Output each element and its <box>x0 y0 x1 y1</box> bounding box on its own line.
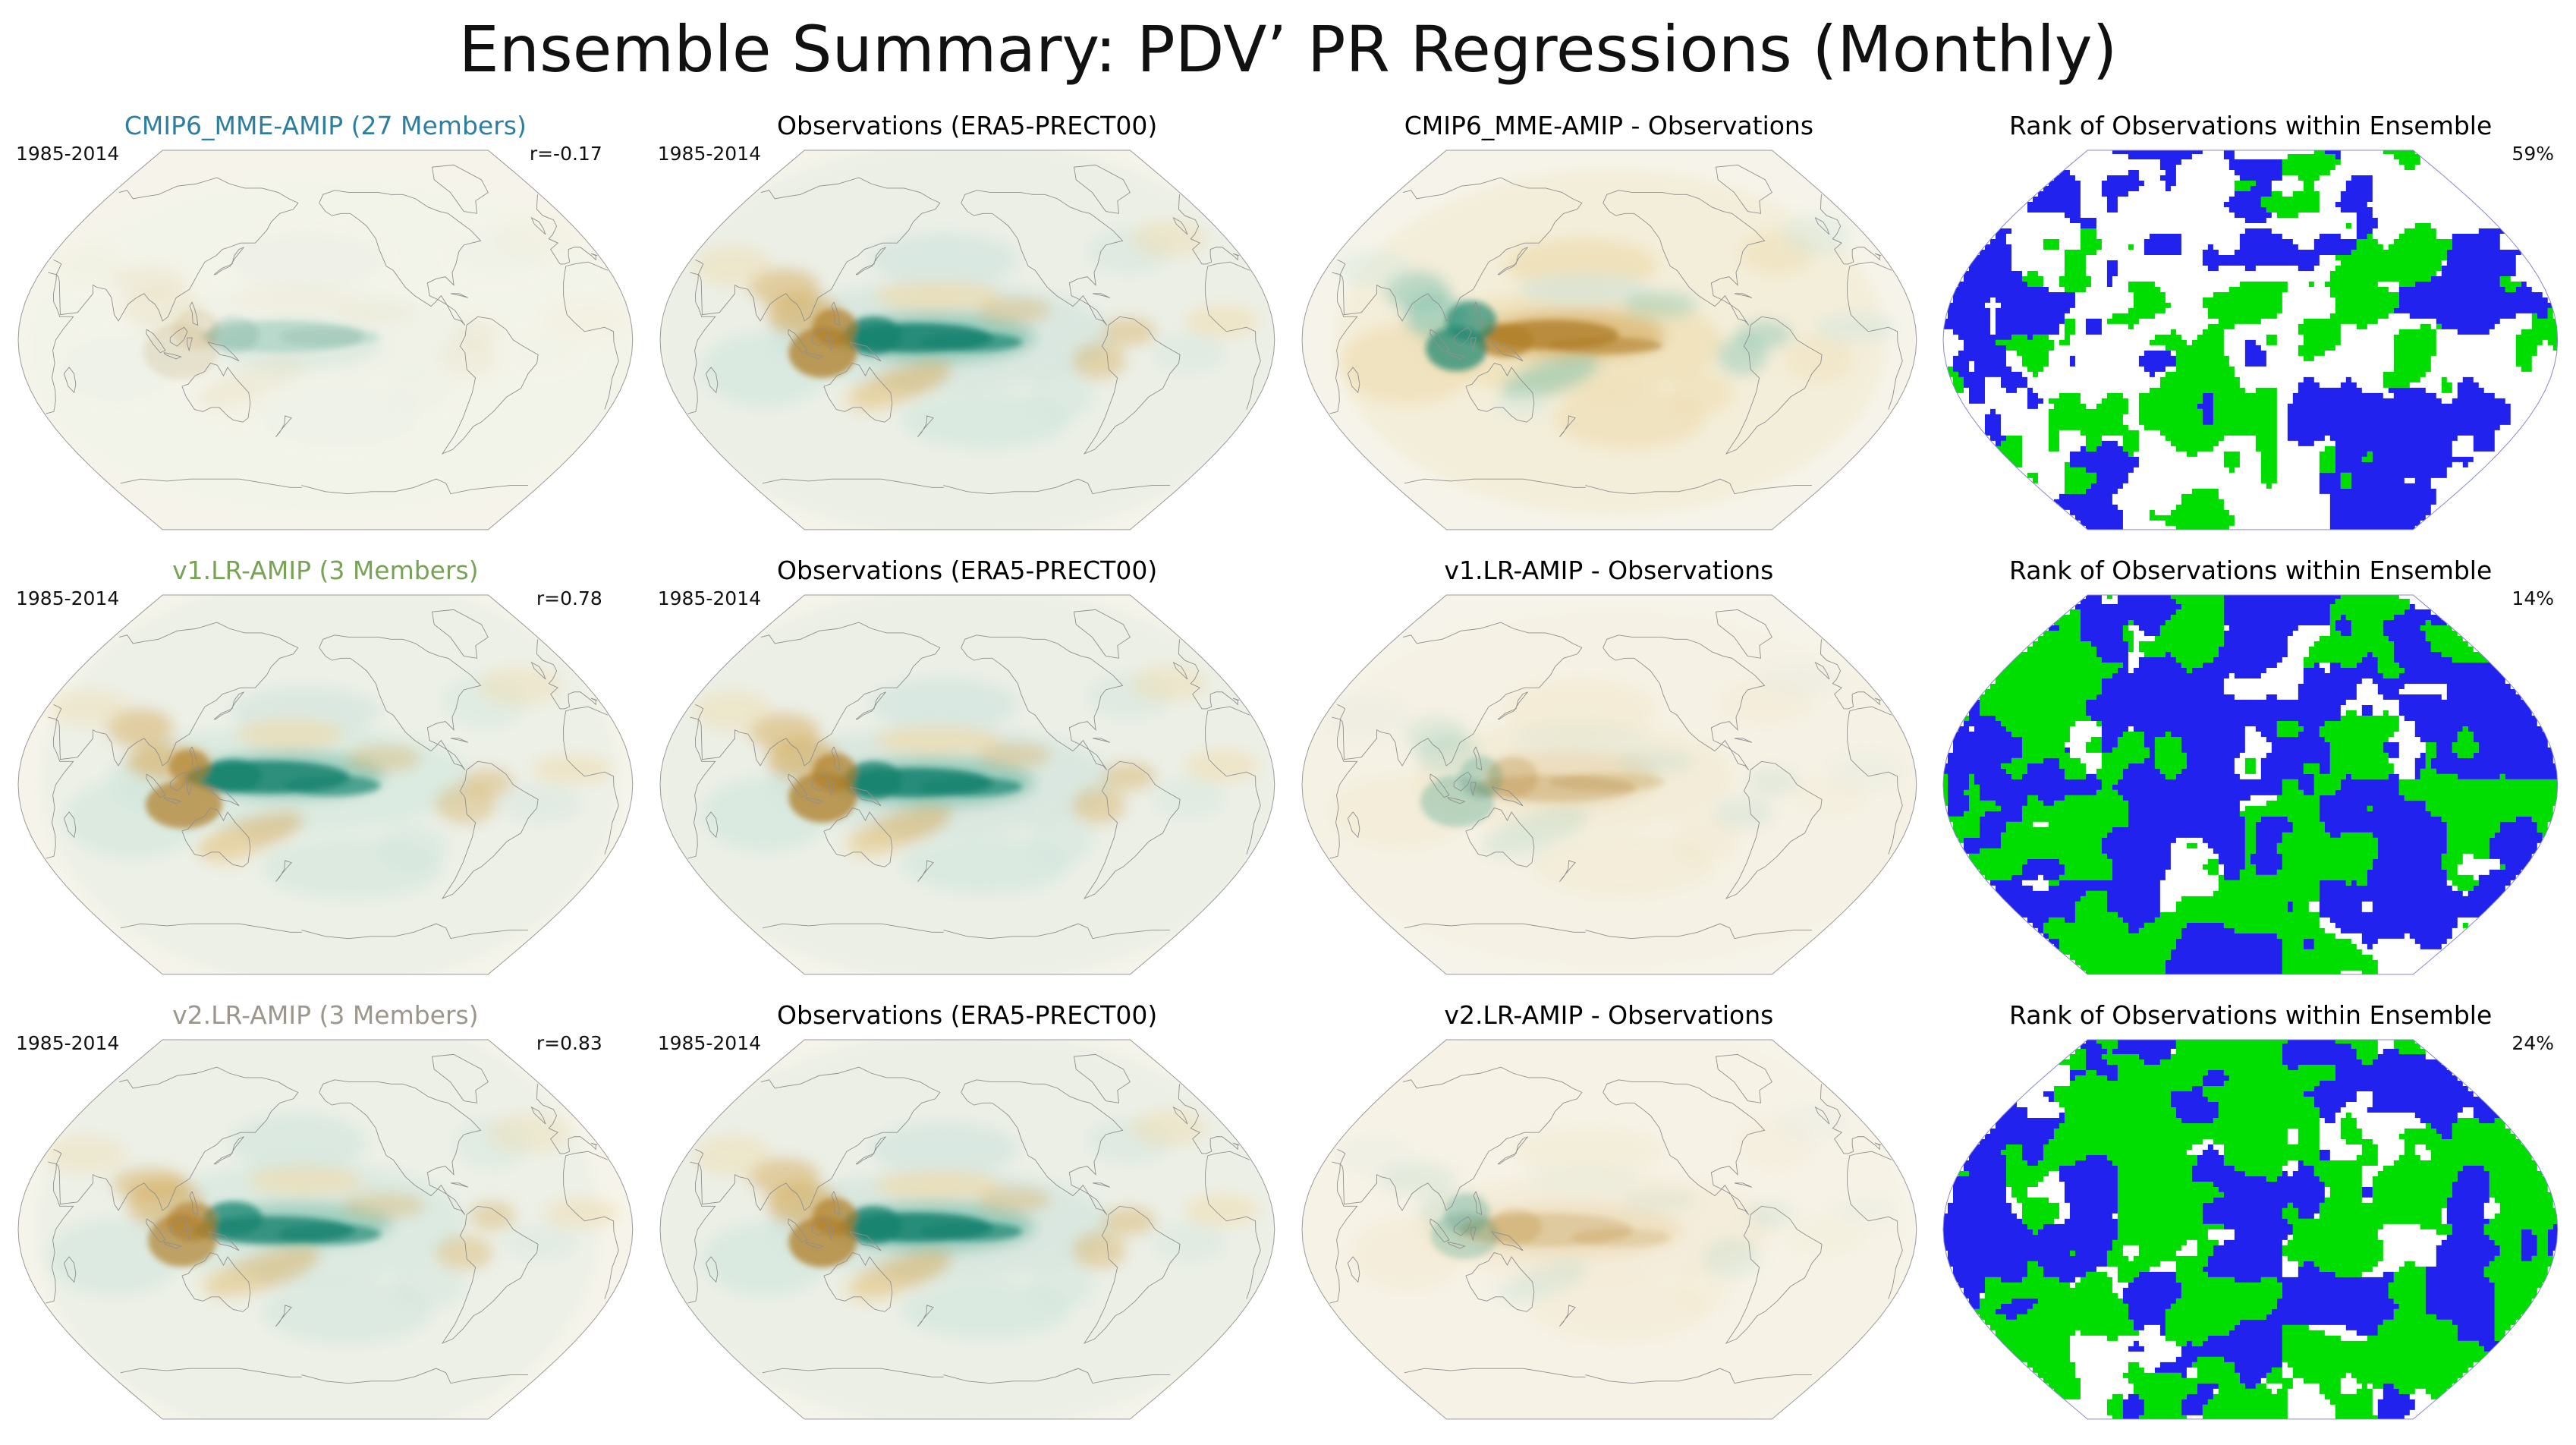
correlation-label: r=0.83 <box>536 1031 602 1054</box>
period-label: 1985-2014 <box>657 1031 762 1054</box>
panel-title: v1.LR-AMIP (3 Members) <box>172 555 479 585</box>
map-wrap: 1985-2014 r=0.78 <box>7 587 644 982</box>
period-label: 1985-2014 <box>16 1031 120 1054</box>
map-wrap: 1985-2014 r=-0.17 <box>7 143 644 537</box>
obs-map-row2 <box>659 594 1275 975</box>
period-label: 1985-2014 <box>657 587 762 609</box>
rank-map-row3 <box>1942 1039 2559 1420</box>
panel-title: v1.LR-AMIP - Observations <box>1444 555 1774 585</box>
panel-title: CMIP6_MME-AMIP (27 Members) <box>124 111 527 140</box>
map-wrap: 1985-2014 <box>649 587 1286 982</box>
panel-rank-row3: Rank of Observations within Ensemble 24% <box>1930 999 2571 1427</box>
rank-percent-label: 24% <box>2512 1031 2554 1054</box>
panel-obs-row3: Observations (ERA5-PRECT00) 1985-2014 <box>646 999 1288 1427</box>
diff-map-row1 <box>1301 150 1917 530</box>
panel-title: Rank of Observations within Ensemble <box>2008 555 2493 585</box>
panel-model-row2: v1.LR-AMIP (3 Members) 1985-2014 r=0.78 <box>5 554 646 982</box>
map-wrap: 59% <box>1932 143 2569 537</box>
model-map-row2 <box>17 594 634 975</box>
diff-map-row2 <box>1301 594 1917 975</box>
model-map-row3 <box>17 1039 634 1420</box>
panel-model-row1: CMIP6_MME-AMIP (27 Members) 1985-2014 r=… <box>5 109 646 537</box>
panel-title: Observations (ERA5-PRECT00) <box>777 1000 1158 1030</box>
rank-percent-label: 14% <box>2512 587 2554 609</box>
period-label: 1985-2014 <box>657 143 762 165</box>
panel-title: Observations (ERA5-PRECT00) <box>777 111 1158 140</box>
diff-map-row3 <box>1301 1039 1917 1420</box>
panel-title: Rank of Observations within Ensemble <box>2008 111 2493 140</box>
panel-rank-row1: Rank of Observations within Ensemble 59% <box>1930 109 2571 537</box>
panel-model-row3: v2.LR-AMIP (3 Members) 1985-2014 r=0.83 <box>5 999 646 1427</box>
map-wrap <box>1291 587 1928 982</box>
period-label: 1985-2014 <box>16 587 120 609</box>
obs-map-row1 <box>659 150 1275 530</box>
rank-map-row2 <box>1942 594 2559 975</box>
correlation-label: r=0.78 <box>536 587 602 609</box>
figure-title: Ensemble Summary: PDV’ PR Regressions (M… <box>458 12 2118 87</box>
obs-map-row3 <box>659 1039 1275 1420</box>
map-wrap <box>1291 1032 1928 1427</box>
rank-map-row1 <box>1942 150 2559 530</box>
map-wrap: 1985-2014 <box>649 143 1286 537</box>
panel-title: v2.LR-AMIP (3 Members) <box>172 1000 479 1030</box>
panel-diff-row2: v1.LR-AMIP - Observations <box>1288 554 1930 982</box>
panel-diff-row3: v2.LR-AMIP - Observations <box>1288 999 1930 1427</box>
map-wrap: 14% <box>1932 587 2569 982</box>
rank-percent-label: 59% <box>2512 143 2554 165</box>
period-label: 1985-2014 <box>16 143 120 165</box>
panel-title: Observations (ERA5-PRECT00) <box>777 555 1158 585</box>
panel-diff-row1: CMIP6_MME-AMIP - Observations <box>1288 109 1930 537</box>
correlation-label: r=-0.17 <box>529 143 602 165</box>
panel-grid: CMIP6_MME-AMIP (27 Members) 1985-2014 r=… <box>0 109 2576 1427</box>
panel-title: CMIP6_MME-AMIP - Observations <box>1404 111 1814 140</box>
map-wrap: 24% <box>1932 1032 2569 1427</box>
model-map-row1 <box>17 150 634 530</box>
map-wrap <box>1291 143 1928 537</box>
panel-title: Rank of Observations within Ensemble <box>2008 1000 2493 1030</box>
panel-title: v2.LR-AMIP - Observations <box>1444 1000 1774 1030</box>
map-wrap: 1985-2014 <box>649 1032 1286 1427</box>
panel-obs-row1: Observations (ERA5-PRECT00) 1985-2014 <box>646 109 1288 537</box>
map-wrap: 1985-2014 r=0.83 <box>7 1032 644 1427</box>
panel-obs-row2: Observations (ERA5-PRECT00) 1985-2014 <box>646 554 1288 982</box>
panel-rank-row2: Rank of Observations within Ensemble 14% <box>1930 554 2571 982</box>
